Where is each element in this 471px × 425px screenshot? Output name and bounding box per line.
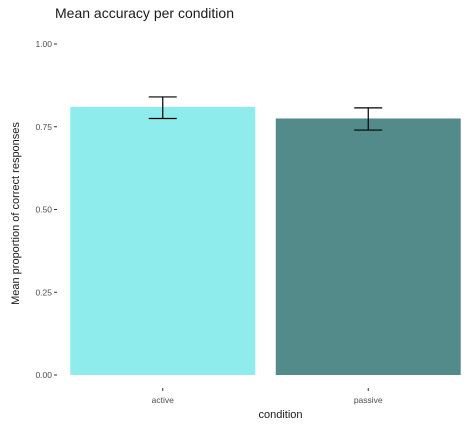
x-tick-label: active [152,395,174,405]
y-tick-label: 0.00 [35,370,52,380]
error-bar-passive [354,107,383,131]
y-tick-label: 0.50 [35,205,52,215]
x-axis-title: condition [258,409,302,421]
bars [70,106,461,375]
bar-passive [275,118,461,375]
y-tick-label: 1.00 [35,39,52,49]
y-tick-label: 0.25 [35,287,52,297]
x-tick-label: passive [354,395,383,405]
y-axis: 0.00 0.25 0.50 0.75 1.00 [35,39,57,380]
error-bar-active [148,96,177,120]
y-axis-title: Mean proportion of correct responses [10,122,22,305]
x-axis: active passive [152,388,383,405]
bar-active [70,106,256,375]
y-tick-label: 0.75 [35,122,52,132]
chart-title: Mean accuracy per condition [55,5,234,21]
error-bars [148,96,383,131]
